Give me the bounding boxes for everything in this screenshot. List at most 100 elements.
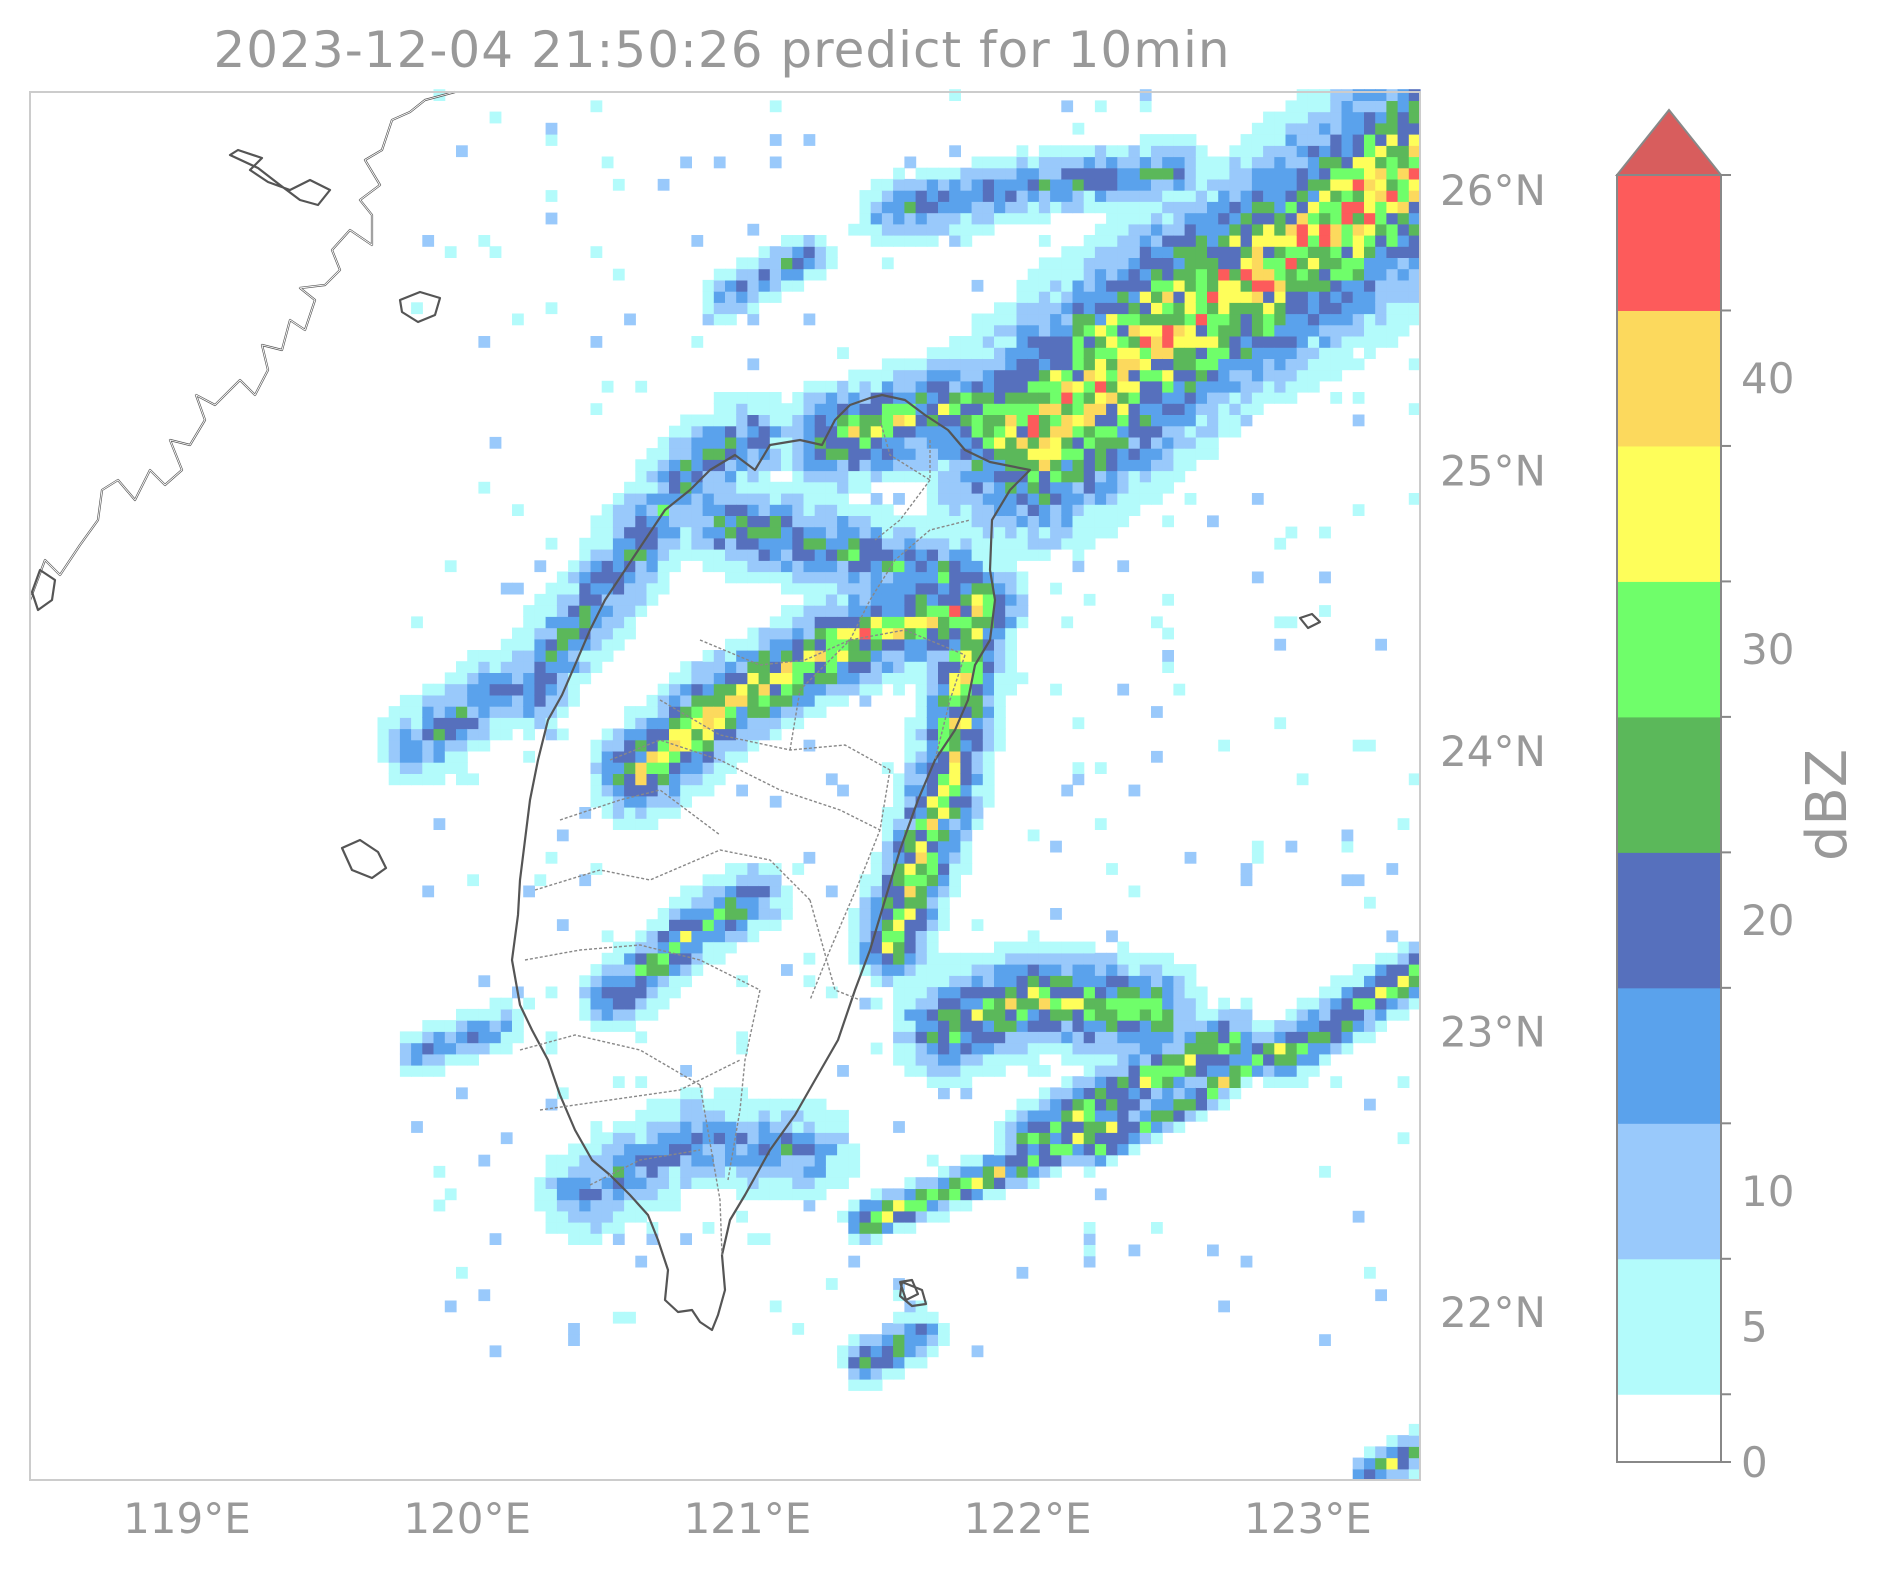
echo-cell <box>1016 504 1029 516</box>
echo-cell <box>1128 145 1141 158</box>
echo-cell <box>1038 952 1051 965</box>
echo-cell <box>904 717 917 730</box>
echo-cell <box>1072 448 1085 460</box>
echo-cell <box>1162 1031 1174 1044</box>
echo-cell <box>971 1020 984 1032</box>
echo-cell <box>938 392 950 404</box>
echo-cell <box>1094 1121 1107 1133</box>
echo-cell <box>926 470 939 483</box>
echo-cell <box>1027 930 1040 943</box>
echo-cell <box>635 549 648 561</box>
echo-cell <box>915 605 928 617</box>
echo-cell <box>848 952 861 965</box>
echo-cell <box>669 694 681 707</box>
echo-cell <box>1005 425 1017 438</box>
echo-cell <box>982 706 995 718</box>
echo-cell <box>725 941 737 954</box>
echo-cell <box>691 1121 704 1133</box>
echo-cell <box>982 392 995 404</box>
echo-cell <box>870 380 883 393</box>
echo-cell <box>960 975 973 988</box>
echo-cell <box>1094 515 1107 528</box>
echo-cell <box>512 638 524 651</box>
echo-cell <box>646 1177 659 1189</box>
echo-cell <box>938 1053 950 1066</box>
echo-cell <box>926 1053 939 1066</box>
echo-cell <box>1027 302 1040 315</box>
echo-cell <box>1072 380 1085 393</box>
echo-cell <box>1128 481 1141 494</box>
echo-cell <box>1274 257 1287 270</box>
echo-cell <box>1207 324 1219 337</box>
echo-cell <box>1364 246 1376 258</box>
echo-cell <box>657 908 670 920</box>
echo-cell <box>1016 975 1029 988</box>
echo-cell <box>949 448 961 460</box>
echo-cell <box>1218 1008 1230 1021</box>
echo-cell <box>1307 89 1320 101</box>
echo-cell <box>837 582 849 595</box>
echo-cell <box>881 851 894 864</box>
echo-cell <box>691 941 704 954</box>
echo-cell <box>758 717 771 730</box>
echo-cell <box>1173 347 1186 359</box>
echo-cell <box>769 493 782 505</box>
echo-cell <box>1139 347 1152 359</box>
echo-cell <box>893 1031 905 1044</box>
echo-cell <box>1184 156 1197 169</box>
echo-cell <box>635 739 648 752</box>
echo-cell <box>1050 459 1062 472</box>
echo-cell <box>725 414 737 427</box>
echo-cell <box>680 156 692 169</box>
echo-cell <box>624 750 636 763</box>
echo-cell <box>1364 997 1376 1010</box>
echo-cell <box>1072 425 1085 438</box>
echo-cell <box>938 728 950 741</box>
echo-cell <box>601 515 614 528</box>
echo-cell <box>1296 347 1309 359</box>
echo-cell <box>590 1008 603 1021</box>
echo-cell <box>949 537 961 550</box>
echo-cell <box>1207 369 1219 382</box>
echo-cell <box>758 863 771 875</box>
echo-cell <box>601 964 614 976</box>
echo-cell <box>1083 975 1096 988</box>
echo-cell <box>579 1233 592 1245</box>
echo-cell <box>814 605 827 617</box>
echo-cell <box>848 616 861 629</box>
echo-cell <box>1330 997 1343 1010</box>
echo-cell <box>1061 425 1074 438</box>
echo-cell <box>960 549 973 561</box>
echo-cell <box>1016 291 1029 303</box>
echo-cell <box>859 392 872 404</box>
echo-cell <box>556 605 569 617</box>
echo-cell <box>915 650 928 662</box>
echo-cell <box>825 1278 838 1290</box>
echo-cell <box>870 178 883 191</box>
map-panel: 119°E 120°E 121°E 122°E 123°E 26°N25°N24°N23… <box>28 89 1546 1543</box>
echo-cell <box>1016 279 1029 292</box>
echo-cell <box>803 425 816 438</box>
echo-cell <box>1207 1053 1219 1066</box>
echo-cell <box>1083 1065 1096 1077</box>
echo-cell <box>1083 593 1096 606</box>
echo-cell <box>1162 190 1174 202</box>
echo-cell <box>960 369 973 382</box>
echo-cell <box>1229 1008 1242 1021</box>
echo-cell <box>1005 201 1017 214</box>
echo-cell <box>669 739 681 752</box>
echo-cell <box>915 739 928 752</box>
echo-cell <box>1061 246 1074 258</box>
echo-cell <box>1162 134 1174 146</box>
echo-cell <box>949 874 961 887</box>
echo-cell <box>713 661 726 673</box>
echo-cell <box>982 414 995 427</box>
echo-cell <box>568 605 580 617</box>
echo-cell <box>870 504 883 516</box>
echo-cell <box>411 728 423 741</box>
echo-cell <box>792 279 805 292</box>
echo-cell <box>556 1154 569 1167</box>
echo-cell <box>1050 1143 1062 1156</box>
taiwan-coastline <box>510 393 1032 1332</box>
echo-cell <box>657 795 670 808</box>
